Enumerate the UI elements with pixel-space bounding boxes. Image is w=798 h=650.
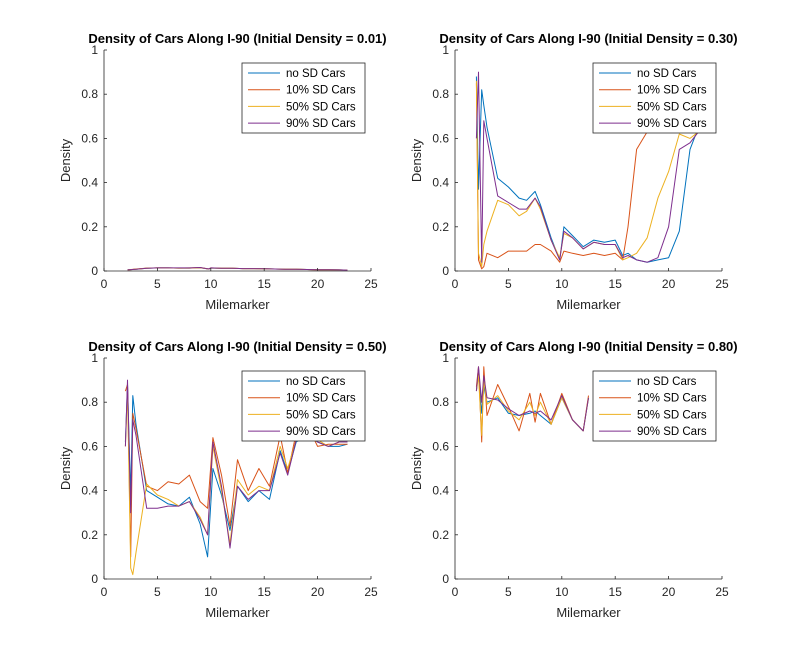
y-tick-label: 0.4	[432, 176, 449, 190]
x-axis-label: Milemarker	[205, 297, 270, 312]
y-tick-label: 0.6	[432, 439, 449, 453]
x-tick-label: 10	[555, 585, 569, 599]
x-tick-label: 10	[555, 277, 569, 291]
y-axis-label: Density	[58, 138, 73, 182]
legend: no SD Cars 10% SD Cars 50% SD Cars 90% SD C…	[592, 370, 717, 442]
x-tick-label: 20	[662, 585, 676, 599]
legend-label-2: 10% SD Cars	[637, 393, 707, 405]
y-tick-label: 1	[91, 351, 98, 365]
legend-label-1: no SD Cars	[637, 376, 697, 388]
legend-box	[241, 370, 366, 442]
y-tick-label: 0.4	[81, 484, 98, 498]
chart-title: Density of Cars Along I-90 (Initial Dens…	[88, 339, 386, 354]
x-tick-label: 15	[609, 277, 623, 291]
legend-label-2: 10% SD Cars	[637, 85, 707, 97]
legend-label-4: 90% SD Cars	[286, 118, 356, 130]
x-tick-label: 5	[154, 277, 161, 291]
y-tick-label: 0.8	[432, 87, 449, 101]
y-tick-label: 0.2	[432, 220, 449, 234]
y-tick-label: 0.8	[432, 395, 449, 409]
y-axis-label: Density	[409, 138, 424, 182]
legend-label-2: 10% SD Cars	[286, 393, 356, 405]
x-tick-label: 0	[101, 585, 108, 599]
legend-box	[241, 62, 366, 134]
x-tick-label: 0	[452, 585, 459, 599]
y-tick-label: 0	[442, 572, 449, 586]
chart-title: Density of Cars Along I-90 (Initial Dens…	[88, 31, 386, 46]
x-tick-label: 15	[609, 585, 623, 599]
series-line-4	[475, 71, 699, 263]
y-tick-label: 0	[91, 572, 98, 586]
x-axis-label: Milemarker	[556, 605, 621, 620]
x-axis-label: Milemarker	[556, 297, 621, 312]
series-line-3	[475, 80, 699, 268]
y-tick-label: 0.2	[81, 528, 98, 542]
legend-label-1: no SD Cars	[637, 68, 697, 80]
legend-label-4: 90% SD Cars	[286, 426, 356, 438]
y-tick-label: 0.6	[81, 439, 98, 453]
legend-label-3: 50% SD Cars	[286, 101, 356, 113]
y-axis-label: Density	[409, 446, 424, 490]
legend-label-4: 90% SD Cars	[637, 118, 707, 130]
y-tick-label: 0	[91, 264, 98, 278]
y-tick-label: 0.2	[432, 528, 449, 542]
legend: no SD Cars 10% SD Cars 50% SD Cars 90% SD C…	[241, 370, 366, 442]
x-tick-label: 25	[364, 585, 378, 599]
y-tick-label: 1	[91, 43, 98, 57]
y-tick-label: 1	[442, 43, 449, 57]
x-tick-label: 5	[505, 277, 512, 291]
legend-label-1: no SD Cars	[286, 68, 346, 80]
y-tick-label: 0.8	[81, 87, 98, 101]
x-tick-label: 25	[715, 585, 729, 599]
y-tick-label: 0.6	[81, 131, 98, 145]
y-axis-label: Density	[58, 446, 73, 490]
legend-label-3: 50% SD Cars	[286, 409, 356, 421]
x-tick-label: 20	[662, 277, 676, 291]
x-tick-label: 15	[258, 277, 272, 291]
y-tick-label: 0.2	[81, 220, 98, 234]
y-tick-label: 0	[442, 264, 449, 278]
x-tick-label: 5	[154, 585, 161, 599]
legend: no SD Cars 10% SD Cars 50% SD Cars 90% SD C…	[241, 62, 366, 134]
legend-label-3: 50% SD Cars	[637, 409, 707, 421]
legend: no SD Cars 10% SD Cars 50% SD Cars 90% SD C…	[592, 62, 717, 134]
x-tick-label: 10	[204, 585, 218, 599]
legend-label-1: no SD Cars	[286, 376, 346, 388]
x-tick-label: 5	[505, 585, 512, 599]
y-tick-label: 0.6	[432, 131, 449, 145]
x-tick-label: 10	[204, 277, 218, 291]
x-tick-label: 20	[311, 277, 325, 291]
chart-title: Density of Cars Along I-90 (Initial Dens…	[439, 31, 737, 46]
legend-label-2: 10% SD Cars	[286, 85, 356, 97]
x-tick-label: 0	[101, 277, 108, 291]
y-tick-label: 0.8	[81, 395, 98, 409]
y-tick-label: 0.4	[81, 176, 98, 190]
legend-box	[592, 62, 717, 134]
x-tick-label: 0	[452, 277, 459, 291]
legend-label-3: 50% SD Cars	[637, 101, 707, 113]
x-axis-label: Milemarker	[205, 605, 270, 620]
series-line-4	[127, 267, 348, 271]
legend-box	[592, 370, 717, 442]
x-tick-label: 25	[364, 277, 378, 291]
y-tick-label: 0.4	[432, 484, 449, 498]
x-tick-label: 15	[258, 585, 272, 599]
x-tick-label: 20	[311, 585, 325, 599]
chart-title: Density of Cars Along I-90 (Initial Dens…	[439, 339, 737, 354]
series-line-1	[475, 76, 699, 263]
legend-label-4: 90% SD Cars	[637, 426, 707, 438]
x-tick-label: 25	[715, 277, 729, 291]
series-line-4	[475, 366, 589, 432]
y-tick-label: 1	[442, 351, 449, 365]
